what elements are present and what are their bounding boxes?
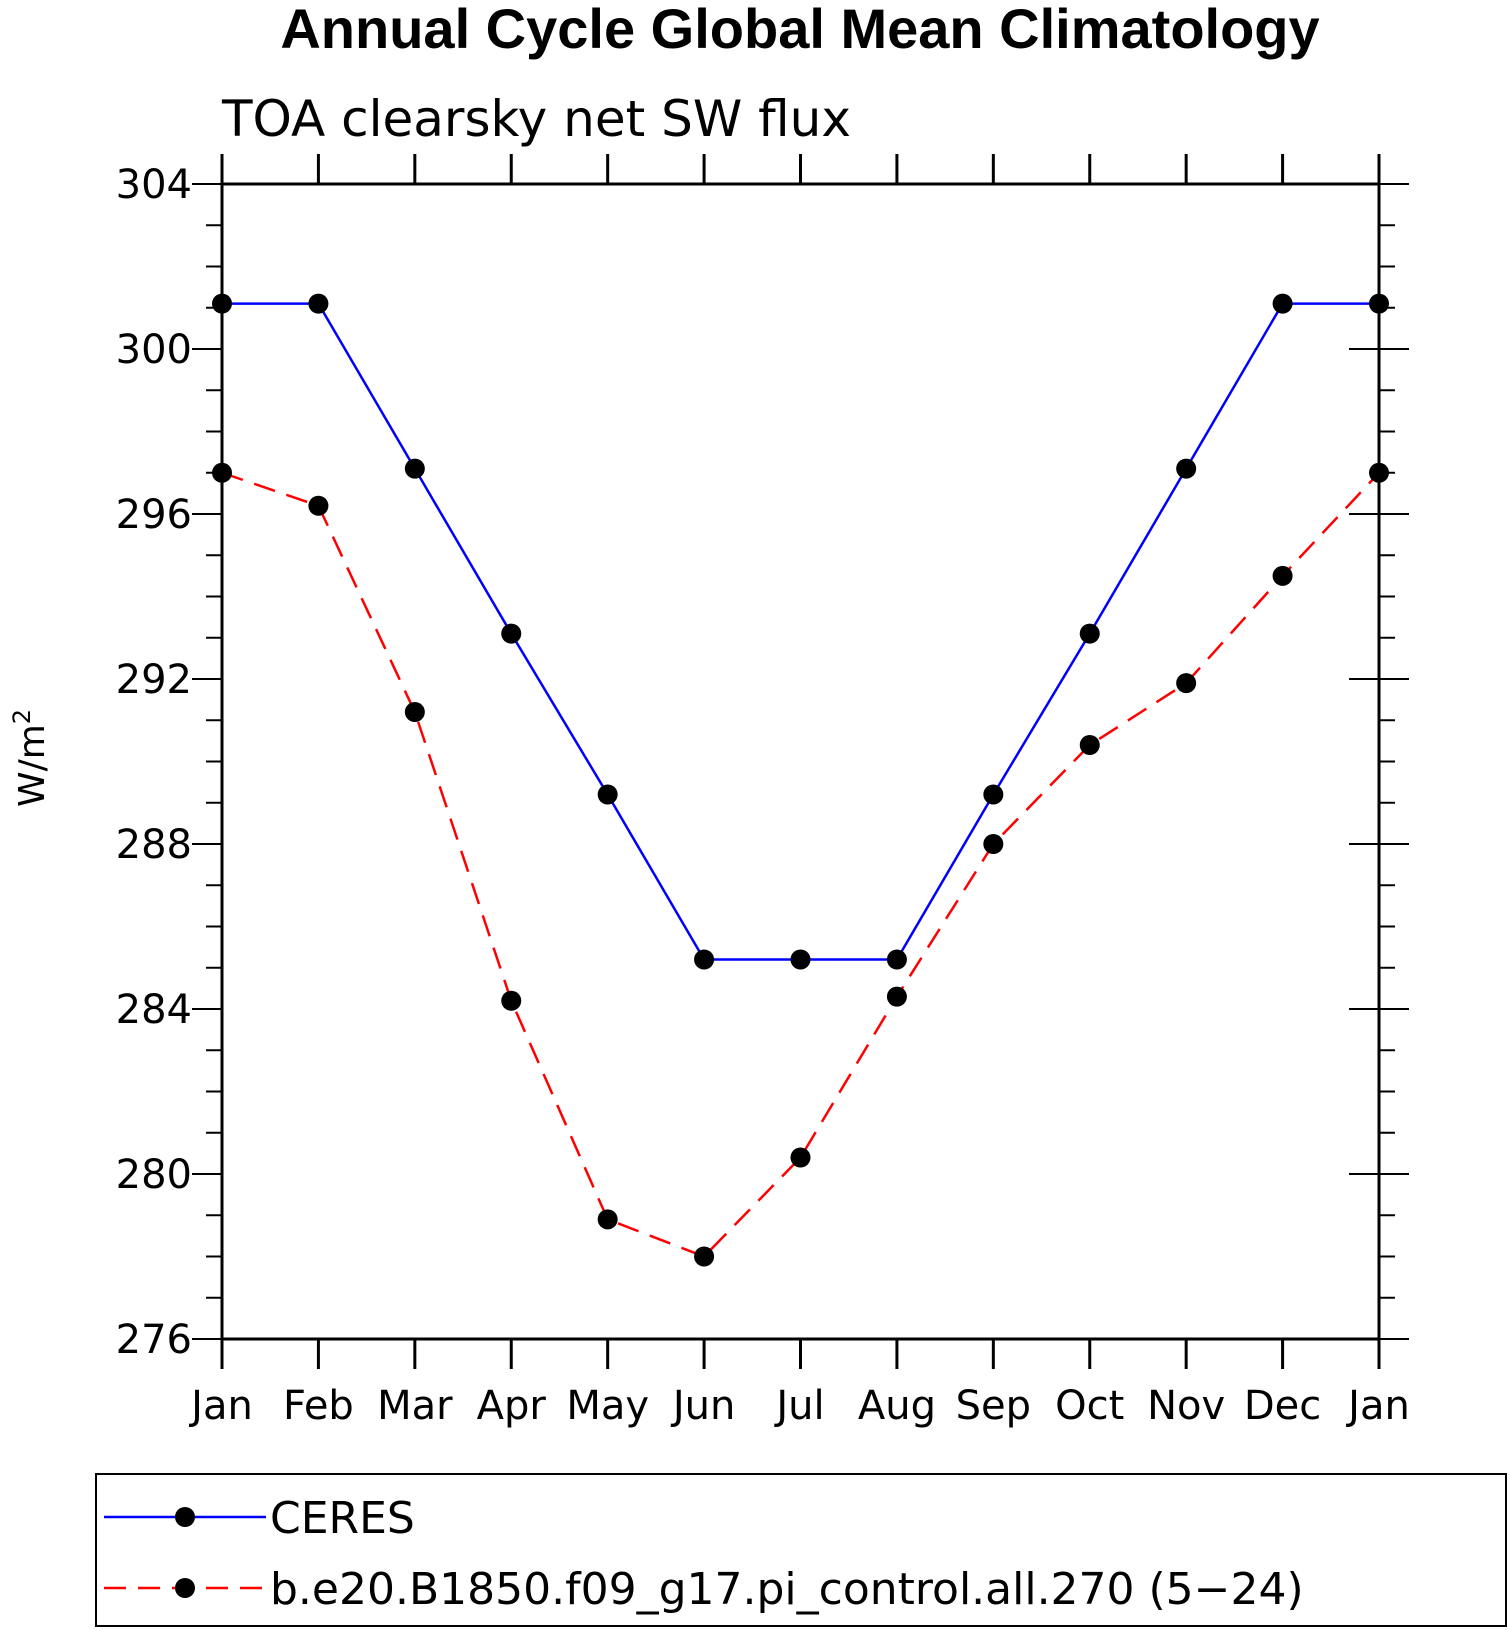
legend-box [95,1473,1507,1627]
data-point [308,293,329,314]
y-tick-label: 300 [116,327,192,373]
data-point [1079,735,1100,755]
data-point [404,458,425,479]
x-tick-label: Oct [1055,1383,1124,1429]
y-tick-label: 296 [116,492,192,538]
x-tick-label: Jul [773,1383,824,1429]
x-tick-label: Jan [1345,1383,1410,1429]
data-point [212,462,232,483]
data-point [886,949,907,970]
data-point [983,834,1004,854]
data-point [1176,458,1197,479]
data-point [790,949,811,970]
data-point [790,1147,811,1168]
data-point [1272,565,1293,586]
legend: CERES b.e20.B1850.f09_g17.pi_control.all.… [95,1473,1507,1627]
data-point [886,986,907,1007]
data-point [597,1209,618,1230]
x-tick-label: Jun [670,1383,736,1429]
chart-title: Annual Cycle Global Mean Climatology [280,0,1319,60]
data-point [597,784,618,805]
x-tick-label: Dec [1244,1383,1321,1429]
x-tick-label: Sep [956,1383,1031,1429]
series-1 [212,293,1389,970]
x-tick-label: May [566,1383,649,1429]
y-tick-label: 304 [116,162,192,208]
x-tick-label: Feb [283,1383,354,1429]
series-layer [212,293,1389,1267]
series-2 [212,462,1389,1267]
y-axis-label-unit: W/m [12,724,53,807]
data-point [501,990,522,1011]
legend-label: CERES [270,1493,415,1544]
legend-marker [175,1507,195,1527]
x-tick-label: Mar [377,1383,453,1429]
data-point [983,784,1004,805]
y-tick-label: 280 [116,1152,192,1198]
x-tick-label: Apr [477,1383,547,1429]
plot-axes: 304 300 296 292 288 284 280 276 Jan Feb Mar Apr May J… [116,154,1410,1429]
legend-marker [175,1578,195,1598]
chart-subtitle: TOA clearsky net SW flux [221,90,851,148]
data-point [1369,293,1389,314]
data-point [1369,462,1389,483]
x-tick-label: Nov [1147,1383,1225,1429]
y-tick-label: 292 [116,657,192,703]
series-line [221,471,1380,1258]
data-point [1079,623,1100,644]
data-point [694,949,715,970]
data-point [308,495,329,516]
data-point [1272,293,1293,314]
data-point [694,1246,715,1267]
series-line [222,302,1379,961]
y-tick-label: 276 [116,1317,192,1363]
x-tick-label: Jan [188,1383,253,1429]
y-tick-label: 284 [116,987,192,1033]
data-point [501,623,522,644]
data-point [1176,673,1197,694]
y-axis-label: W/m2 [8,709,53,807]
legend-label: b.e20.B1850.f09_g17.pi_control.all.270 (… [270,1564,1304,1615]
data-point [212,293,232,314]
x-tick-label: Aug [858,1383,936,1429]
y-tick-label: 288 [116,822,192,868]
y-axis-label-superscript: 2 [8,709,36,724]
data-point [404,702,425,722]
